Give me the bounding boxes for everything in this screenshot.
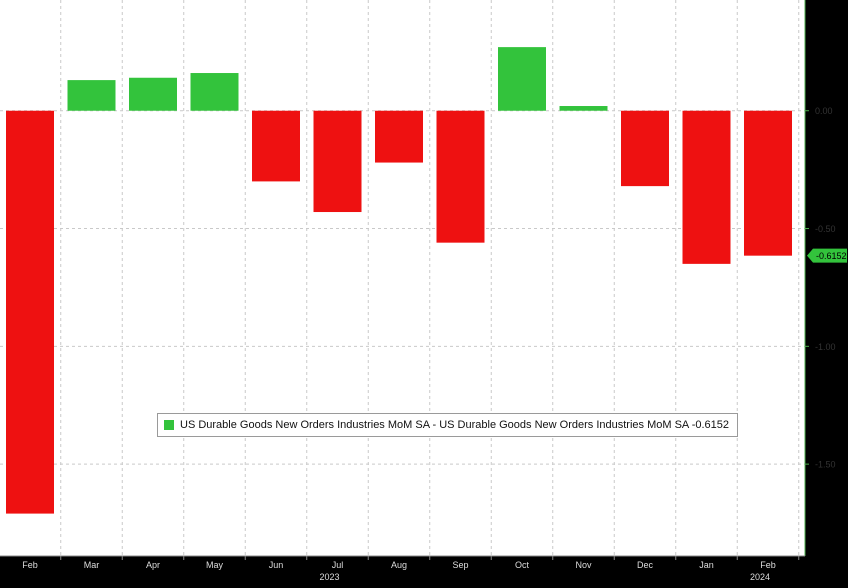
bar	[436, 110, 485, 243]
x-tick-label: Nov	[575, 560, 592, 570]
bar	[498, 47, 546, 111]
legend: US Durable Goods New Orders Industries M…	[157, 413, 738, 437]
bar	[252, 110, 300, 182]
legend-text: US Durable Goods New Orders Industries M…	[180, 419, 729, 431]
x-tick-label: Jan	[699, 560, 714, 570]
x-tick-label: Jun	[269, 560, 284, 570]
year-label: 2024	[750, 572, 770, 582]
x-tick-label: Aug	[391, 560, 407, 570]
y-tick-label: -1.00	[815, 342, 836, 352]
year-label: 2023	[319, 572, 339, 582]
bar	[375, 110, 423, 163]
x-tick-label: Apr	[146, 560, 160, 570]
bar	[67, 80, 116, 111]
x-tick-label: Mar	[84, 560, 100, 570]
x-tick-label: Oct	[515, 560, 530, 570]
bar	[682, 110, 731, 264]
bar	[190, 73, 239, 111]
bar	[559, 106, 608, 111]
bar	[129, 77, 177, 111]
x-tick-label: Jul	[332, 560, 344, 570]
x-tick-label: Feb	[760, 560, 776, 570]
x-tick-label: Feb	[22, 560, 38, 570]
x-tick-label: Dec	[637, 560, 654, 570]
bar	[313, 110, 362, 213]
bar	[744, 110, 792, 256]
bar	[6, 110, 54, 514]
y-tick-label: -1.50	[815, 460, 836, 470]
bars	[6, 47, 792, 514]
plot-background	[0, 0, 805, 556]
x-tick-label: Sep	[452, 560, 468, 570]
x-tick-label: May	[206, 560, 224, 570]
last-value-badge	[807, 248, 847, 263]
y-tick-label: 0.00	[815, 106, 833, 116]
bar	[621, 110, 669, 187]
legend-swatch	[164, 420, 174, 430]
y-tick-label: -0.50	[815, 224, 836, 234]
last-value-label: -0.6152	[816, 251, 847, 261]
